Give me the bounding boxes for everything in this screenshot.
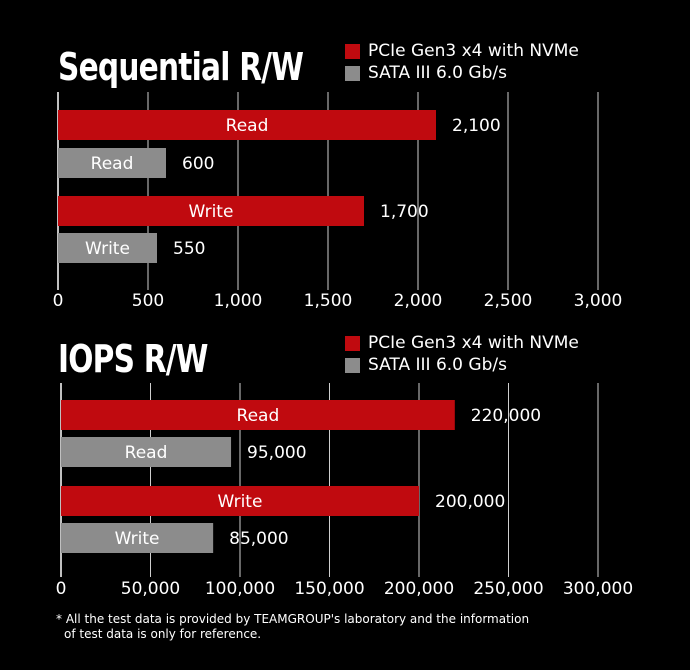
footnote: * All the test data is provided by TEAMG… xyxy=(56,612,529,642)
legend-swatch-nvme xyxy=(345,335,360,351)
bar-category-label: Read xyxy=(125,443,168,463)
sequential-chart: 0 500 1,000 1,500 2,000 2,500 3,000 Read 2,100 Re… xyxy=(0,0,690,315)
bar xyxy=(58,196,364,226)
x-tick-label: 0 xyxy=(53,291,64,311)
bar xyxy=(61,437,232,467)
x-tick-label: 1,500 xyxy=(304,291,353,311)
footnote-line-1: * All the test data is provided by TEAMG… xyxy=(56,612,530,626)
bar-category-label: Read xyxy=(91,154,134,174)
x-tick-label: 50,000 xyxy=(121,579,180,599)
legend: PCIe Gen3 x4 with NVMe SATA III 6.0 Gb/s xyxy=(345,332,579,376)
bar xyxy=(61,486,419,516)
bar xyxy=(61,523,214,553)
bar-value-label: 85,000 xyxy=(229,529,288,549)
chart-title: Sequential R/W xyxy=(58,45,304,89)
legend-swatch-sata xyxy=(345,65,360,81)
x-tick-label: 200,000 xyxy=(384,579,454,599)
sequential-plot: 0 500 1,000 1,500 2,000 2,500 3,000 Read 2,100 Re… xyxy=(53,92,623,311)
x-tick-label: 500 xyxy=(132,291,164,311)
x-tick-label: 300,000 xyxy=(563,579,633,599)
bar-value-label: 600 xyxy=(182,154,214,174)
legend-item-nvme: PCIe Gen3 x4 with NVMe xyxy=(345,332,579,354)
bar xyxy=(58,110,436,140)
x-tick-label: 150,000 xyxy=(294,579,364,599)
legend-swatch-nvme xyxy=(345,43,360,59)
x-tick-label: 100,000 xyxy=(205,579,275,599)
legend-label-nvme: PCIe Gen3 x4 with NVMe xyxy=(368,333,579,353)
bar-value-label: 95,000 xyxy=(247,443,306,463)
legend: PCIe Gen3 x4 with NVMe SATA III 6.0 Gb/s xyxy=(345,40,579,84)
x-tick-label: 1,000 xyxy=(214,291,263,311)
legend-label-sata: SATA III 6.0 Gb/s xyxy=(368,63,507,83)
bar-category-label: Write xyxy=(218,492,263,512)
legend-item-sata: SATA III 6.0 Gb/s xyxy=(345,62,579,84)
bar-category-label: Write xyxy=(115,529,160,549)
x-tick-label: 250,000 xyxy=(473,579,543,599)
bar-category-label: Write xyxy=(85,239,130,259)
iops-chart: 0 50,000 100,000 150,000 200,000 250,000 300,0… xyxy=(0,315,690,605)
bar-value-label: 200,000 xyxy=(435,492,505,512)
bar-category-label: Write xyxy=(189,202,234,222)
chart-title: IOPS R/W xyxy=(58,337,209,381)
legend-swatch-sata xyxy=(345,357,360,373)
bar-category-label: Read xyxy=(237,406,280,426)
x-tick-label: 2,500 xyxy=(484,291,533,311)
footnote-line-2: of test data is only for reference. xyxy=(64,627,262,641)
bar xyxy=(58,233,157,263)
x-tick-label: 0 xyxy=(56,579,67,599)
legend-item-sata: SATA III 6.0 Gb/s xyxy=(345,354,579,376)
bar-value-label: 550 xyxy=(173,239,205,259)
x-tick-label: 2,000 xyxy=(394,291,443,311)
x-tick-label: 3,000 xyxy=(574,291,623,311)
iops-plot: 0 50,000 100,000 150,000 200,000 250,000 300,0… xyxy=(56,383,633,599)
bar-value-label: 2,100 xyxy=(452,116,501,136)
bar-value-label: 1,700 xyxy=(380,202,429,222)
legend-label-nvme: PCIe Gen3 x4 with NVMe xyxy=(368,41,579,61)
legend-label-sata: SATA III 6.0 Gb/s xyxy=(368,355,507,375)
bar-value-label: 220,000 xyxy=(471,406,541,426)
bar xyxy=(61,400,455,430)
legend-item-nvme: PCIe Gen3 x4 with NVMe xyxy=(345,40,579,62)
bar xyxy=(58,148,166,178)
bar-category-label: Read xyxy=(226,116,269,136)
